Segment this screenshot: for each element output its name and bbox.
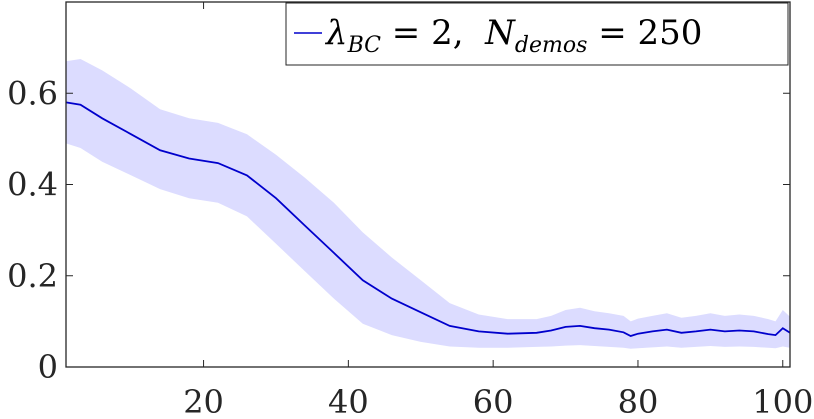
n-value: = 250 [587, 13, 702, 53]
n-subscript: demos [515, 33, 588, 58]
y-tick-label: 0 [38, 348, 58, 386]
legend: λBC = 2, Ndemos = 250 [285, 2, 789, 66]
plot-area [65, 59, 791, 349]
y-tick-label: 0.6 [7, 74, 58, 112]
y-tick-labels: 0 0.2 0.4 0.6 [7, 74, 58, 386]
legend-entry: λBC = 2, Ndemos = 250 [324, 13, 702, 58]
x-tick-label: 60 [473, 383, 514, 419]
lambda-subscript: BC [347, 33, 382, 58]
lambda-value: = 2, [381, 13, 485, 53]
x-tick-labels: 20 40 60 80 100 [183, 383, 813, 419]
legend-box [285, 2, 789, 66]
x-tick-label: 40 [328, 383, 369, 419]
std-band [66, 59, 790, 349]
y-tick-label: 0.2 [7, 257, 58, 295]
y-tick-label: 0.4 [7, 166, 58, 204]
x-tick-label: 100 [752, 383, 813, 419]
lambda-symbol: λ [324, 13, 348, 53]
x-tick-label: 20 [183, 383, 224, 419]
series-line [65, 101, 791, 337]
n-symbol: N [484, 13, 516, 53]
x-tick-label: 80 [618, 383, 659, 419]
